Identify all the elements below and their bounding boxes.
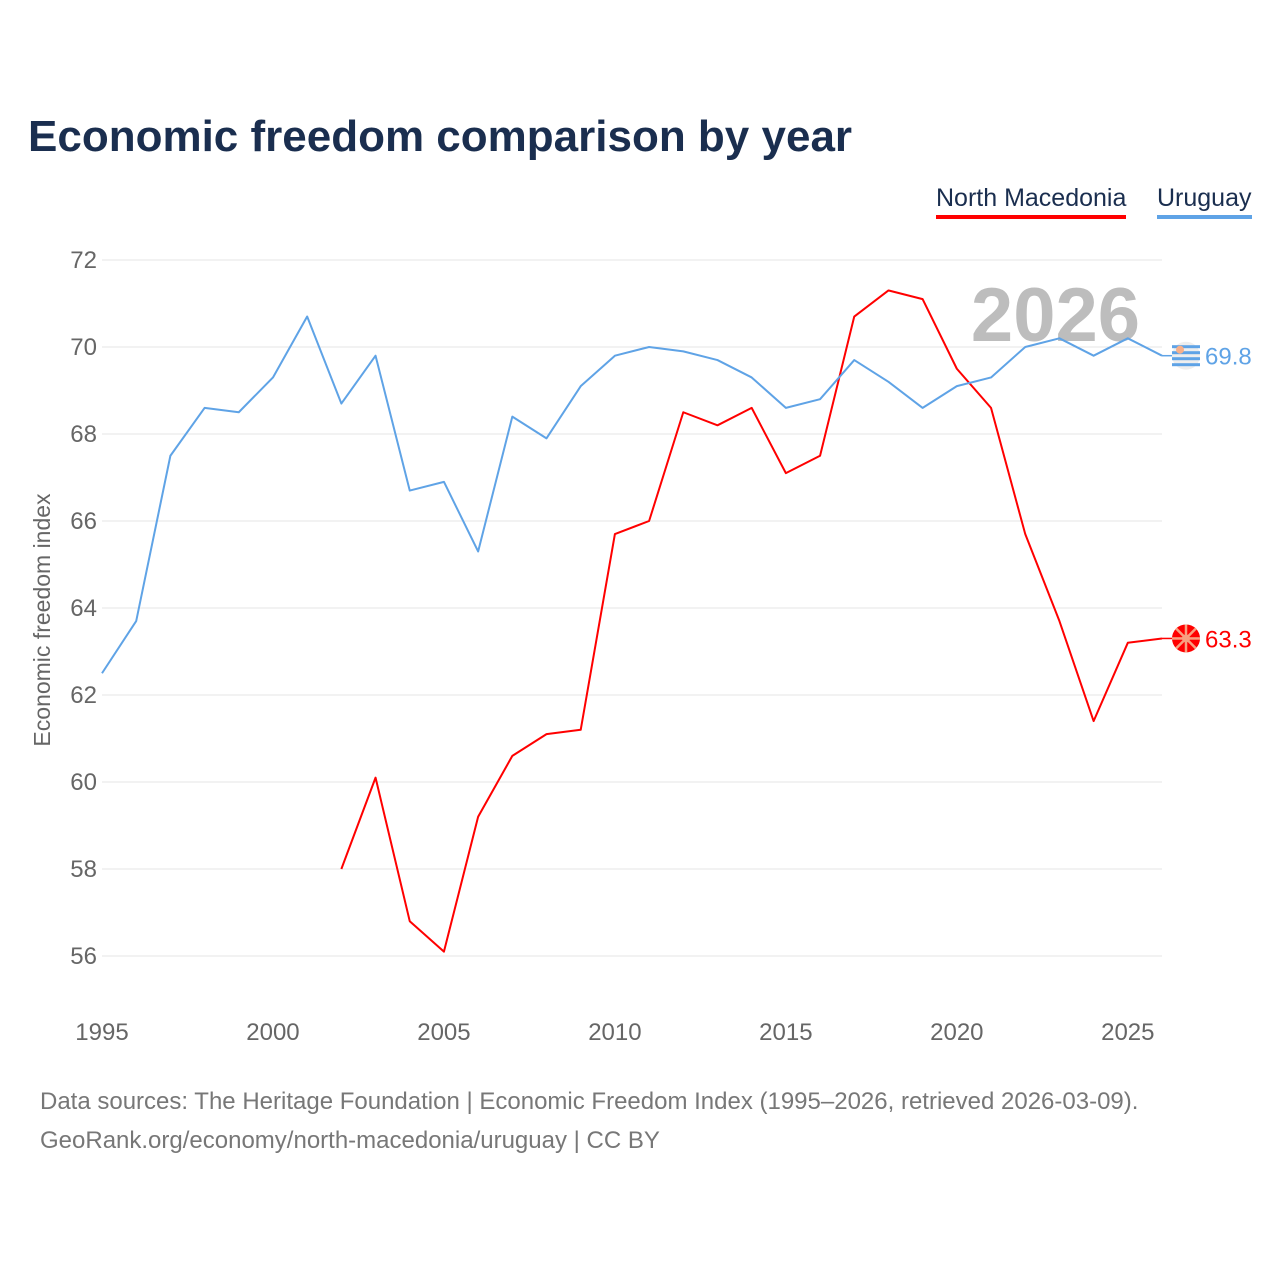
flag-sun	[1182, 634, 1190, 643]
y-tick-label: 66	[70, 508, 97, 535]
flag-stripe	[1172, 351, 1200, 355]
y-tick-label: 72	[70, 247, 97, 274]
y-tick-label: 58	[70, 856, 97, 883]
x-tick-label: 2005	[417, 1019, 470, 1046]
x-tick-label: 2000	[246, 1019, 299, 1046]
y-tick-label: 64	[70, 595, 97, 622]
footer-sources: Data sources: The Heritage Foundation | …	[40, 1088, 1139, 1115]
x-tick-label: 2025	[1101, 1019, 1154, 1046]
y-tick-label: 60	[70, 769, 97, 796]
x-tick-label: 1995	[75, 1019, 128, 1046]
end-value-label: 63.3	[1205, 626, 1252, 653]
flag-sun	[1176, 345, 1184, 354]
y-tick-label: 56	[70, 943, 97, 970]
chart-title: Economic freedom comparison by year	[28, 112, 853, 161]
y-axis-label: Economic freedom index	[29, 493, 55, 747]
legend-uruguay[interactable]: Uruguay	[1157, 184, 1252, 219]
x-tick-label: 2010	[588, 1019, 641, 1046]
y-tick-label: 68	[70, 421, 97, 448]
flag-stripe	[1172, 357, 1200, 361]
x-tick-label: 2015	[759, 1019, 812, 1046]
year-watermark: 2026	[971, 273, 1140, 358]
x-tick-label: 2020	[930, 1019, 983, 1046]
flag-stripe	[1172, 363, 1200, 367]
y-tick-label: 62	[70, 682, 97, 709]
legend-north-macedonia[interactable]: North Macedonia	[936, 184, 1127, 219]
footer-credit: GeoRank.org/economy/north-macedonia/urug…	[40, 1127, 660, 1154]
series-line-north-macedonia	[340, 289, 1163, 953]
flag-stripe	[1172, 345, 1200, 349]
series-line-uruguay	[101, 315, 1163, 674]
y-tick-label: 70	[70, 334, 97, 361]
end-value-label: 69.8	[1205, 344, 1252, 371]
